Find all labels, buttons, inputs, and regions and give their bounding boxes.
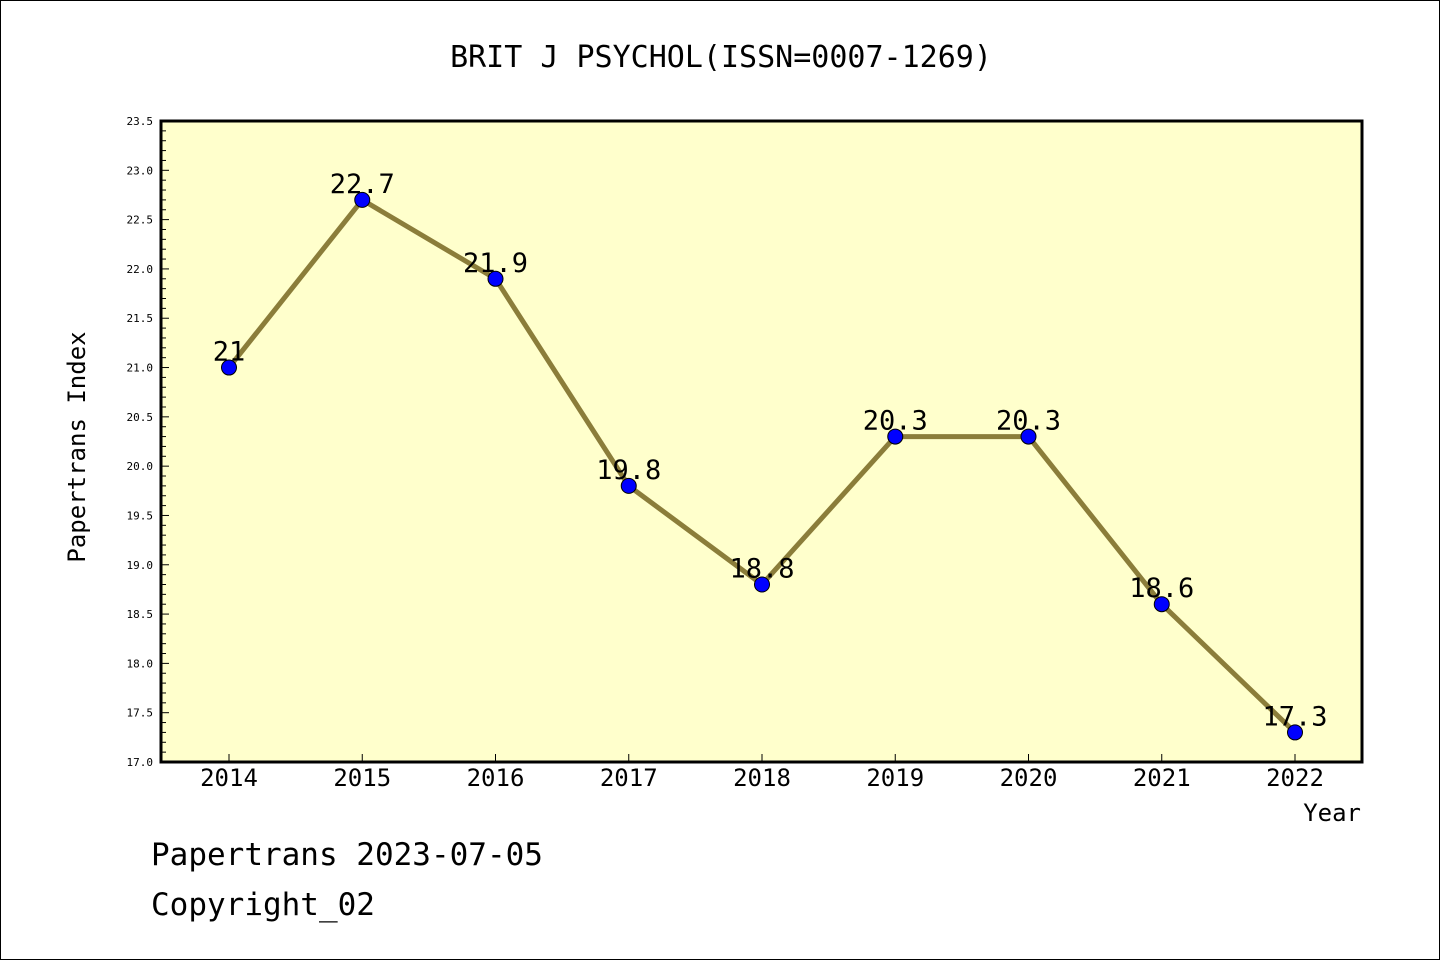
data-point-marker (354, 191, 371, 208)
y-tick-label: 21.0 (127, 362, 154, 375)
source-date-text: Papertrans 2023-07-05 (151, 837, 543, 873)
data-point-marker (1153, 596, 1170, 613)
data-point-marker (487, 270, 504, 287)
plot-area (159, 119, 1364, 764)
data-label: 18.6 (1129, 573, 1194, 604)
y-tick-label: 21.5 (127, 312, 154, 325)
y-tick-label: 20.5 (127, 411, 154, 424)
data-label: 19.8 (596, 455, 661, 486)
data-point-marker (1287, 724, 1303, 741)
x-tick-label: 2017 (600, 764, 658, 792)
data-point-marker (221, 359, 237, 376)
x-tick-label: 2022 (1266, 764, 1324, 792)
y-axis: 17.0 17.5 18.0 18.5 19.0 19.5 20.0 20.5 21.0 21.5… (127, 115, 169, 769)
x-tick-label: 2021 (1133, 764, 1191, 792)
data-label: 21 (213, 337, 246, 368)
x-tick-label: 2014 (200, 764, 258, 792)
y-tick-label: 17.5 (127, 707, 154, 720)
x-axis: 2014 2015 2016 2017 2018 2019 2020 2021 2022 (200, 754, 1324, 792)
data-label: 17.3 (1262, 701, 1327, 732)
x-tick-label: 2015 (333, 764, 391, 792)
data-label: 21.9 (463, 248, 528, 279)
data-label: 18.8 (729, 553, 794, 584)
x-tick-label: 2018 (733, 764, 791, 792)
data-label: 20.3 (863, 406, 928, 437)
data-label: 20.3 (996, 406, 1061, 437)
copyright-text: Copyright_02 (151, 887, 375, 923)
x-tick-label: 2019 (866, 764, 924, 792)
x-tick-label: 2020 (1000, 764, 1058, 792)
y-tick-label: 18.0 (127, 657, 154, 670)
y-axis-label: Papertrans Index (63, 331, 91, 562)
data-point-marker (887, 428, 904, 445)
y-tick-label: 17.0 (127, 756, 154, 769)
data-labels: 21 22.7 21.9 19.8 18.8 20.3 20.3 18.6 17.3 (213, 169, 1328, 733)
data-point-marker (1020, 428, 1037, 445)
series-line-group (221, 191, 1303, 741)
y-tick-label: 19.0 (127, 559, 154, 572)
x-tick-label: 2016 (467, 764, 525, 792)
y-tick-label: 18.5 (127, 608, 154, 621)
y-tick-label: 22.5 (127, 214, 154, 227)
x-axis-label: Year (1303, 799, 1361, 827)
chart-title: BRIT J PSYCHOL(ISSN=0007-1269) (450, 40, 992, 75)
y-tick-label: 19.5 (127, 509, 154, 522)
data-point-marker (754, 576, 770, 593)
data-label: 22.7 (330, 169, 395, 200)
y-tick-label: 20.0 (127, 460, 154, 473)
data-point-marker (620, 477, 637, 494)
y-tick-label: 23.5 (127, 115, 154, 128)
y-tick-label: 23.0 (127, 164, 154, 177)
y-tick-label: 22.0 (127, 263, 154, 276)
